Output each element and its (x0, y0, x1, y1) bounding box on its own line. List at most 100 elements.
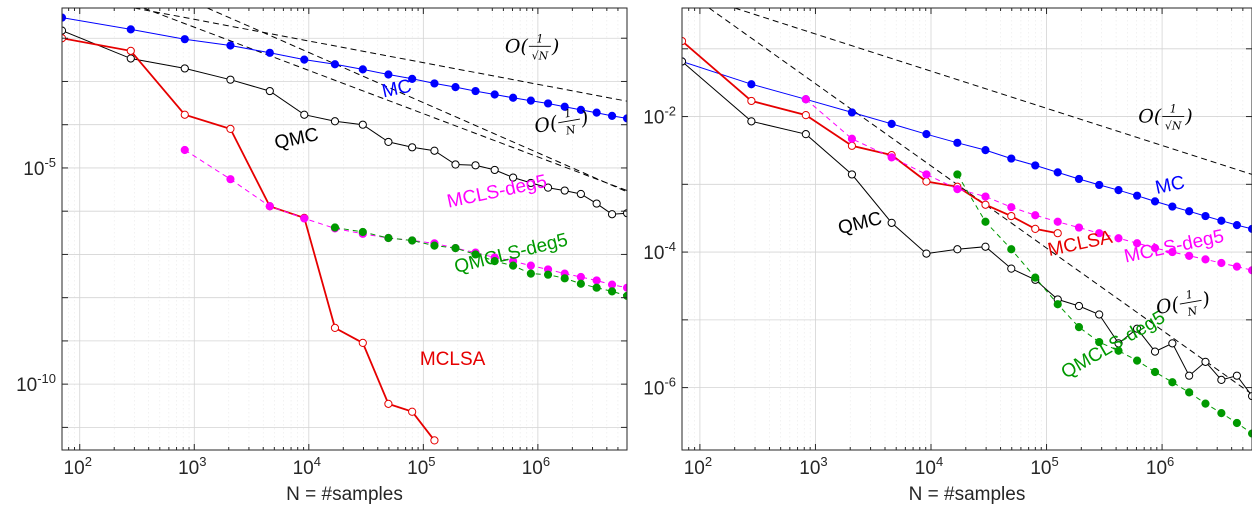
point-qmcls-deg5 (1201, 399, 1210, 408)
point-mcls-deg5 (300, 214, 309, 223)
point-mclsa (1007, 211, 1016, 221)
point-mcls-deg5 (180, 145, 189, 155)
point-mc (1074, 174, 1084, 184)
point-mc (747, 80, 756, 89)
plot-frame (61, 7, 628, 451)
point-mclsa (922, 177, 931, 186)
point-qmc (576, 189, 585, 199)
point-mclsa (1053, 229, 1062, 238)
point-qmc (1247, 391, 1252, 401)
point-qmc (747, 117, 756, 126)
point-mclsa (430, 436, 439, 445)
point-mc (922, 130, 931, 139)
rate-label-6-close: ) (1184, 106, 1192, 128)
y-tick-label: 10-6 (643, 375, 676, 400)
point-mc (1201, 211, 1210, 221)
series-mc (62, 13, 627, 123)
point-qmc (490, 165, 499, 175)
point-qmcls-deg5 (1132, 356, 1142, 365)
point-mcls-deg5 (1232, 262, 1242, 271)
rate-label-7-den: N (1185, 304, 1198, 319)
point-qmcls-deg5 (330, 223, 340, 232)
x-tick-label: 105 (407, 454, 435, 479)
series-mclsa (682, 36, 1062, 238)
point-mc (1132, 191, 1142, 200)
x-tick-label: 104 (915, 454, 943, 479)
point-qmc (226, 75, 235, 84)
point-qmc (847, 170, 857, 179)
rate-label-6: O(1 √N) (1138, 103, 1192, 133)
x-axis-label: N = #samples (286, 484, 403, 505)
point-mc (384, 70, 393, 79)
point-mc (1168, 202, 1177, 211)
point-mc (265, 48, 274, 57)
x-tick-label: 103 (178, 454, 206, 479)
point-mcls-deg5 (1114, 234, 1123, 243)
point-mc (981, 145, 990, 155)
series-line-mc (62, 17, 627, 119)
point-qmc (1217, 375, 1226, 384)
rate-label-6-den: √N (532, 49, 549, 62)
point-qmc (981, 242, 990, 251)
point-mc (451, 83, 460, 92)
point-qmcls-deg5 (1095, 337, 1104, 347)
point-mc (1007, 154, 1016, 163)
point-qmc (180, 64, 189, 73)
x-tick-label: 106 (522, 454, 550, 479)
point-qmc (126, 54, 135, 63)
rate-label-7-num: 1 (1185, 288, 1194, 302)
reference-line-1 (734, 8, 1252, 175)
y-tick-label: 10-10 (16, 371, 56, 396)
ticks: 102 103 104 105 106 10-5 10-10 (16, 8, 628, 479)
reference-line-3 (207, 8, 627, 193)
point-qmcls-deg5 (490, 257, 499, 266)
rate-label-7-bar (558, 118, 580, 124)
x-axis-label: N = #samples (909, 484, 1026, 505)
reference-line-1 (134, 8, 627, 102)
series-qmc (62, 26, 627, 219)
point-mc (408, 74, 417, 83)
point-qmcls-deg5 (1007, 245, 1016, 254)
rate-label-7-o: O( (533, 112, 560, 138)
point-qmcls-deg5 (1053, 300, 1062, 309)
series-line-mclsa (62, 37, 436, 441)
series-line-mclsa (682, 40, 1058, 235)
rate-label-6: O(1 √N) (505, 32, 559, 62)
point-mcls-deg5 (887, 153, 896, 162)
point-mc (358, 65, 367, 74)
point-mc (1053, 168, 1062, 177)
point-qmc (471, 161, 480, 170)
ticks: 102 103 104 105 106 10-2 10-4 10-6 (643, 8, 1252, 479)
point-qmc (300, 110, 309, 119)
point-mc (126, 25, 135, 34)
rate-label-7: O(1 N) (1154, 288, 1211, 319)
point-qmc (543, 183, 553, 192)
x-tick-label: 103 (799, 454, 827, 479)
series-mclsa (62, 34, 439, 445)
rate-label-6-den: √N (1165, 120, 1182, 133)
point-mcls-deg5 (526, 261, 535, 270)
point-qmcls-deg5 (526, 269, 535, 278)
point-mcls-deg5 (1074, 223, 1084, 232)
plot-frame (681, 7, 1252, 451)
point-mc (1217, 216, 1226, 225)
point-qmc (384, 137, 393, 147)
point-mclsa (747, 96, 756, 106)
point-mc (471, 86, 480, 96)
point-mcls-deg5 (801, 95, 810, 104)
point-mc (300, 55, 309, 64)
point-qmc (1150, 347, 1160, 356)
point-mclsa (384, 399, 393, 408)
point-mc (1150, 197, 1160, 206)
point-mcls-deg5 (1007, 203, 1016, 212)
point-mcls-deg5 (981, 192, 990, 201)
point-mc (622, 114, 627, 123)
rate-label-6-o: O( (505, 35, 529, 57)
point-mcls-deg5 (922, 170, 931, 179)
point-qmcls-deg5 (1031, 273, 1040, 282)
series-qmcls-deg5 (330, 223, 627, 300)
rate-label-7-bar (1179, 299, 1202, 305)
point-qmc (607, 210, 617, 219)
